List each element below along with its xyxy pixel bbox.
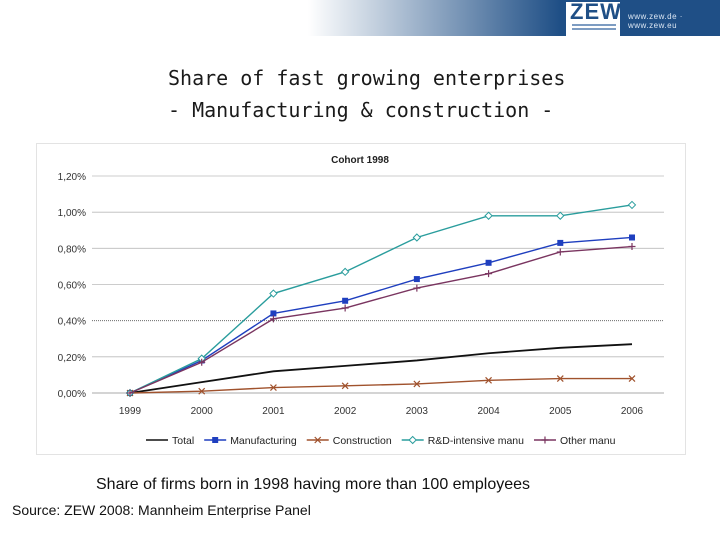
logo-subtitle-lines [572, 24, 616, 26]
slide-title: Share of fast growing enterprises - Manu… [168, 62, 565, 126]
title-line-1: Share of fast growing enterprises [168, 66, 566, 90]
chart-caption: Share of firms born in 1998 having more … [96, 476, 531, 493]
logo-text: ZEW [570, 0, 622, 24]
zew-logo: ZEW [566, 0, 622, 36]
header-bar: ZEW www.zew.de · www.zew.eu [0, 0, 720, 36]
header-url: www.zew.de · www.zew.eu [628, 12, 683, 30]
header-fade [0, 0, 560, 36]
source-note: Source: ZEW 2008: Mannheim Enterprise Pa… [12, 502, 311, 518]
title-line-2: - Manufacturing & construction - [168, 98, 554, 122]
chart-frame [36, 143, 686, 455]
